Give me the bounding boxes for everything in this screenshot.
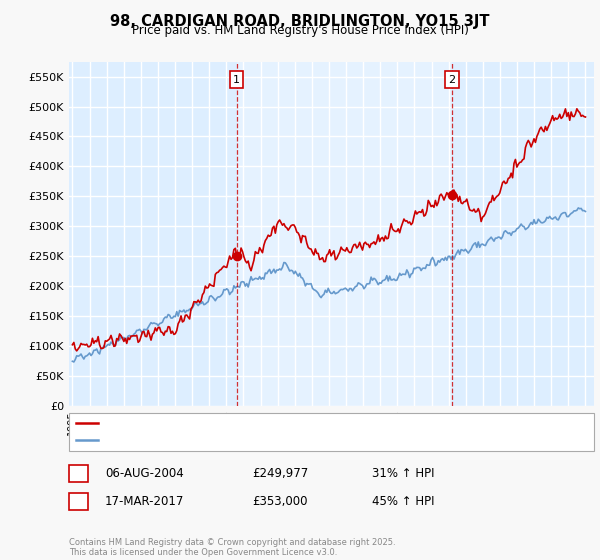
Text: 1: 1	[233, 74, 240, 85]
Text: Price paid vs. HM Land Registry's House Price Index (HPI): Price paid vs. HM Land Registry's House …	[131, 24, 469, 37]
Text: 1: 1	[75, 466, 82, 480]
Text: 06-AUG-2004: 06-AUG-2004	[105, 466, 184, 480]
Text: £249,977: £249,977	[252, 466, 308, 480]
Text: 98, CARDIGAN ROAD, BRIDLINGTON, YO15 3JT (detached house): 98, CARDIGAN ROAD, BRIDLINGTON, YO15 3JT…	[102, 418, 437, 428]
Text: Contains HM Land Registry data © Crown copyright and database right 2025.
This d: Contains HM Land Registry data © Crown c…	[69, 538, 395, 557]
Text: 45% ↑ HPI: 45% ↑ HPI	[372, 494, 434, 508]
Text: HPI: Average price, detached house, East Riding of Yorkshire: HPI: Average price, detached house, East…	[102, 435, 418, 445]
Text: 98, CARDIGAN ROAD, BRIDLINGTON, YO15 3JT: 98, CARDIGAN ROAD, BRIDLINGTON, YO15 3JT	[110, 14, 490, 29]
Bar	[236, 62, 452, 406]
Text: 2: 2	[75, 494, 82, 508]
Text: 31% ↑ HPI: 31% ↑ HPI	[372, 466, 434, 480]
Text: 17-MAR-2017: 17-MAR-2017	[105, 494, 184, 508]
Text: 2: 2	[448, 74, 455, 85]
Text: £353,000: £353,000	[252, 494, 308, 508]
